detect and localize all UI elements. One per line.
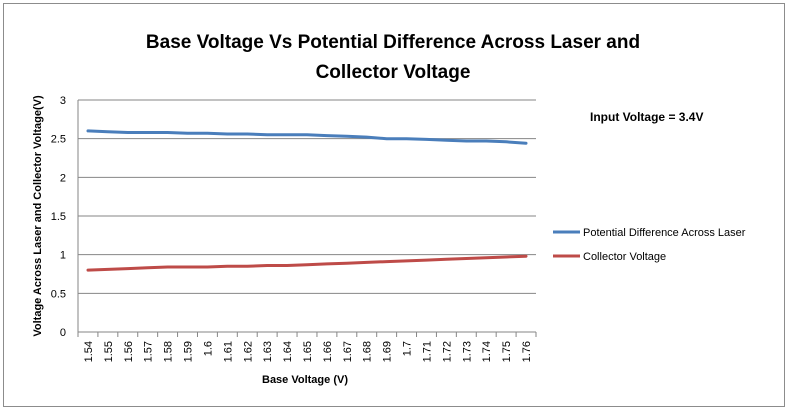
legend: Potential Difference Across Laser Collec…: [553, 227, 746, 263]
x-tick-label: 1.67: [342, 341, 354, 362]
x-tick-label: 1.72: [441, 341, 453, 362]
x-tick-label: 1.62: [242, 341, 254, 362]
series-line-collector: [86, 254, 528, 272]
x-tick-label: 1.58: [163, 341, 175, 362]
x-tick-label: 1.6: [202, 341, 214, 356]
y-tick-label: 0: [60, 327, 66, 339]
x-tick-label: 1.7: [402, 341, 414, 356]
x-tick-label: 1.75: [501, 341, 513, 362]
chart-title-line-2: Collector Voltage: [316, 62, 471, 83]
x-tick-label: 1.54: [83, 341, 95, 362]
x-tick-label: 1.73: [461, 341, 473, 362]
x-axis-title: Base Voltage (V): [262, 374, 348, 386]
x-axis-ticks: 1.54 1.55 1.56 1.57 1.58 1.59 1.6 1.61 1.62 1.63 1…: [77, 332, 537, 362]
x-tick-label: 1.57: [143, 341, 155, 362]
x-tick-label: 1.66: [322, 341, 334, 362]
chart-frame: [3, 3, 785, 407]
gridlines: [77, 99, 536, 333]
x-tick-label: 1.64: [282, 341, 294, 362]
x-tick-label: 1.63: [262, 341, 274, 362]
x-tick-label: 1.65: [302, 341, 314, 362]
y-axis-title: Voltage Across Laser and Collector Volta…: [32, 95, 44, 337]
x-tick-label: 1.71: [421, 341, 433, 362]
legend-label-laser: Potential Difference Across Laser: [583, 227, 746, 239]
x-tick-label: 1.69: [382, 341, 394, 362]
series-lines: [86, 129, 528, 272]
x-tick-label: 1.59: [183, 341, 195, 362]
y-tick-label: 1.5: [51, 211, 66, 223]
legend-label-collector: Collector Voltage: [583, 251, 666, 263]
chart-title-line-1: Base Voltage Vs Potential Difference Acr…: [146, 32, 640, 53]
x-tick-label: 1.74: [481, 341, 493, 362]
x-tick-label: 1.76: [521, 341, 533, 362]
y-tick-label: 0.5: [51, 288, 66, 300]
x-tick-label: 1.55: [103, 341, 115, 362]
input-voltage-annotation: Input Voltage = 3.4V: [590, 110, 703, 124]
y-tick-label: 1: [60, 250, 66, 262]
y-tick-label: 3: [60, 95, 66, 107]
y-tick-label: 2: [60, 172, 66, 184]
x-tick-label: 1.68: [362, 341, 374, 362]
y-tick-label: 2.5: [51, 134, 66, 146]
y-axis-ticks: 0 0.5 1 1.5 2 2.5 3: [51, 95, 66, 339]
series-line-laser: [86, 129, 528, 145]
x-tick-label: 1.61: [222, 341, 234, 362]
x-tick-label: 1.56: [123, 341, 135, 362]
